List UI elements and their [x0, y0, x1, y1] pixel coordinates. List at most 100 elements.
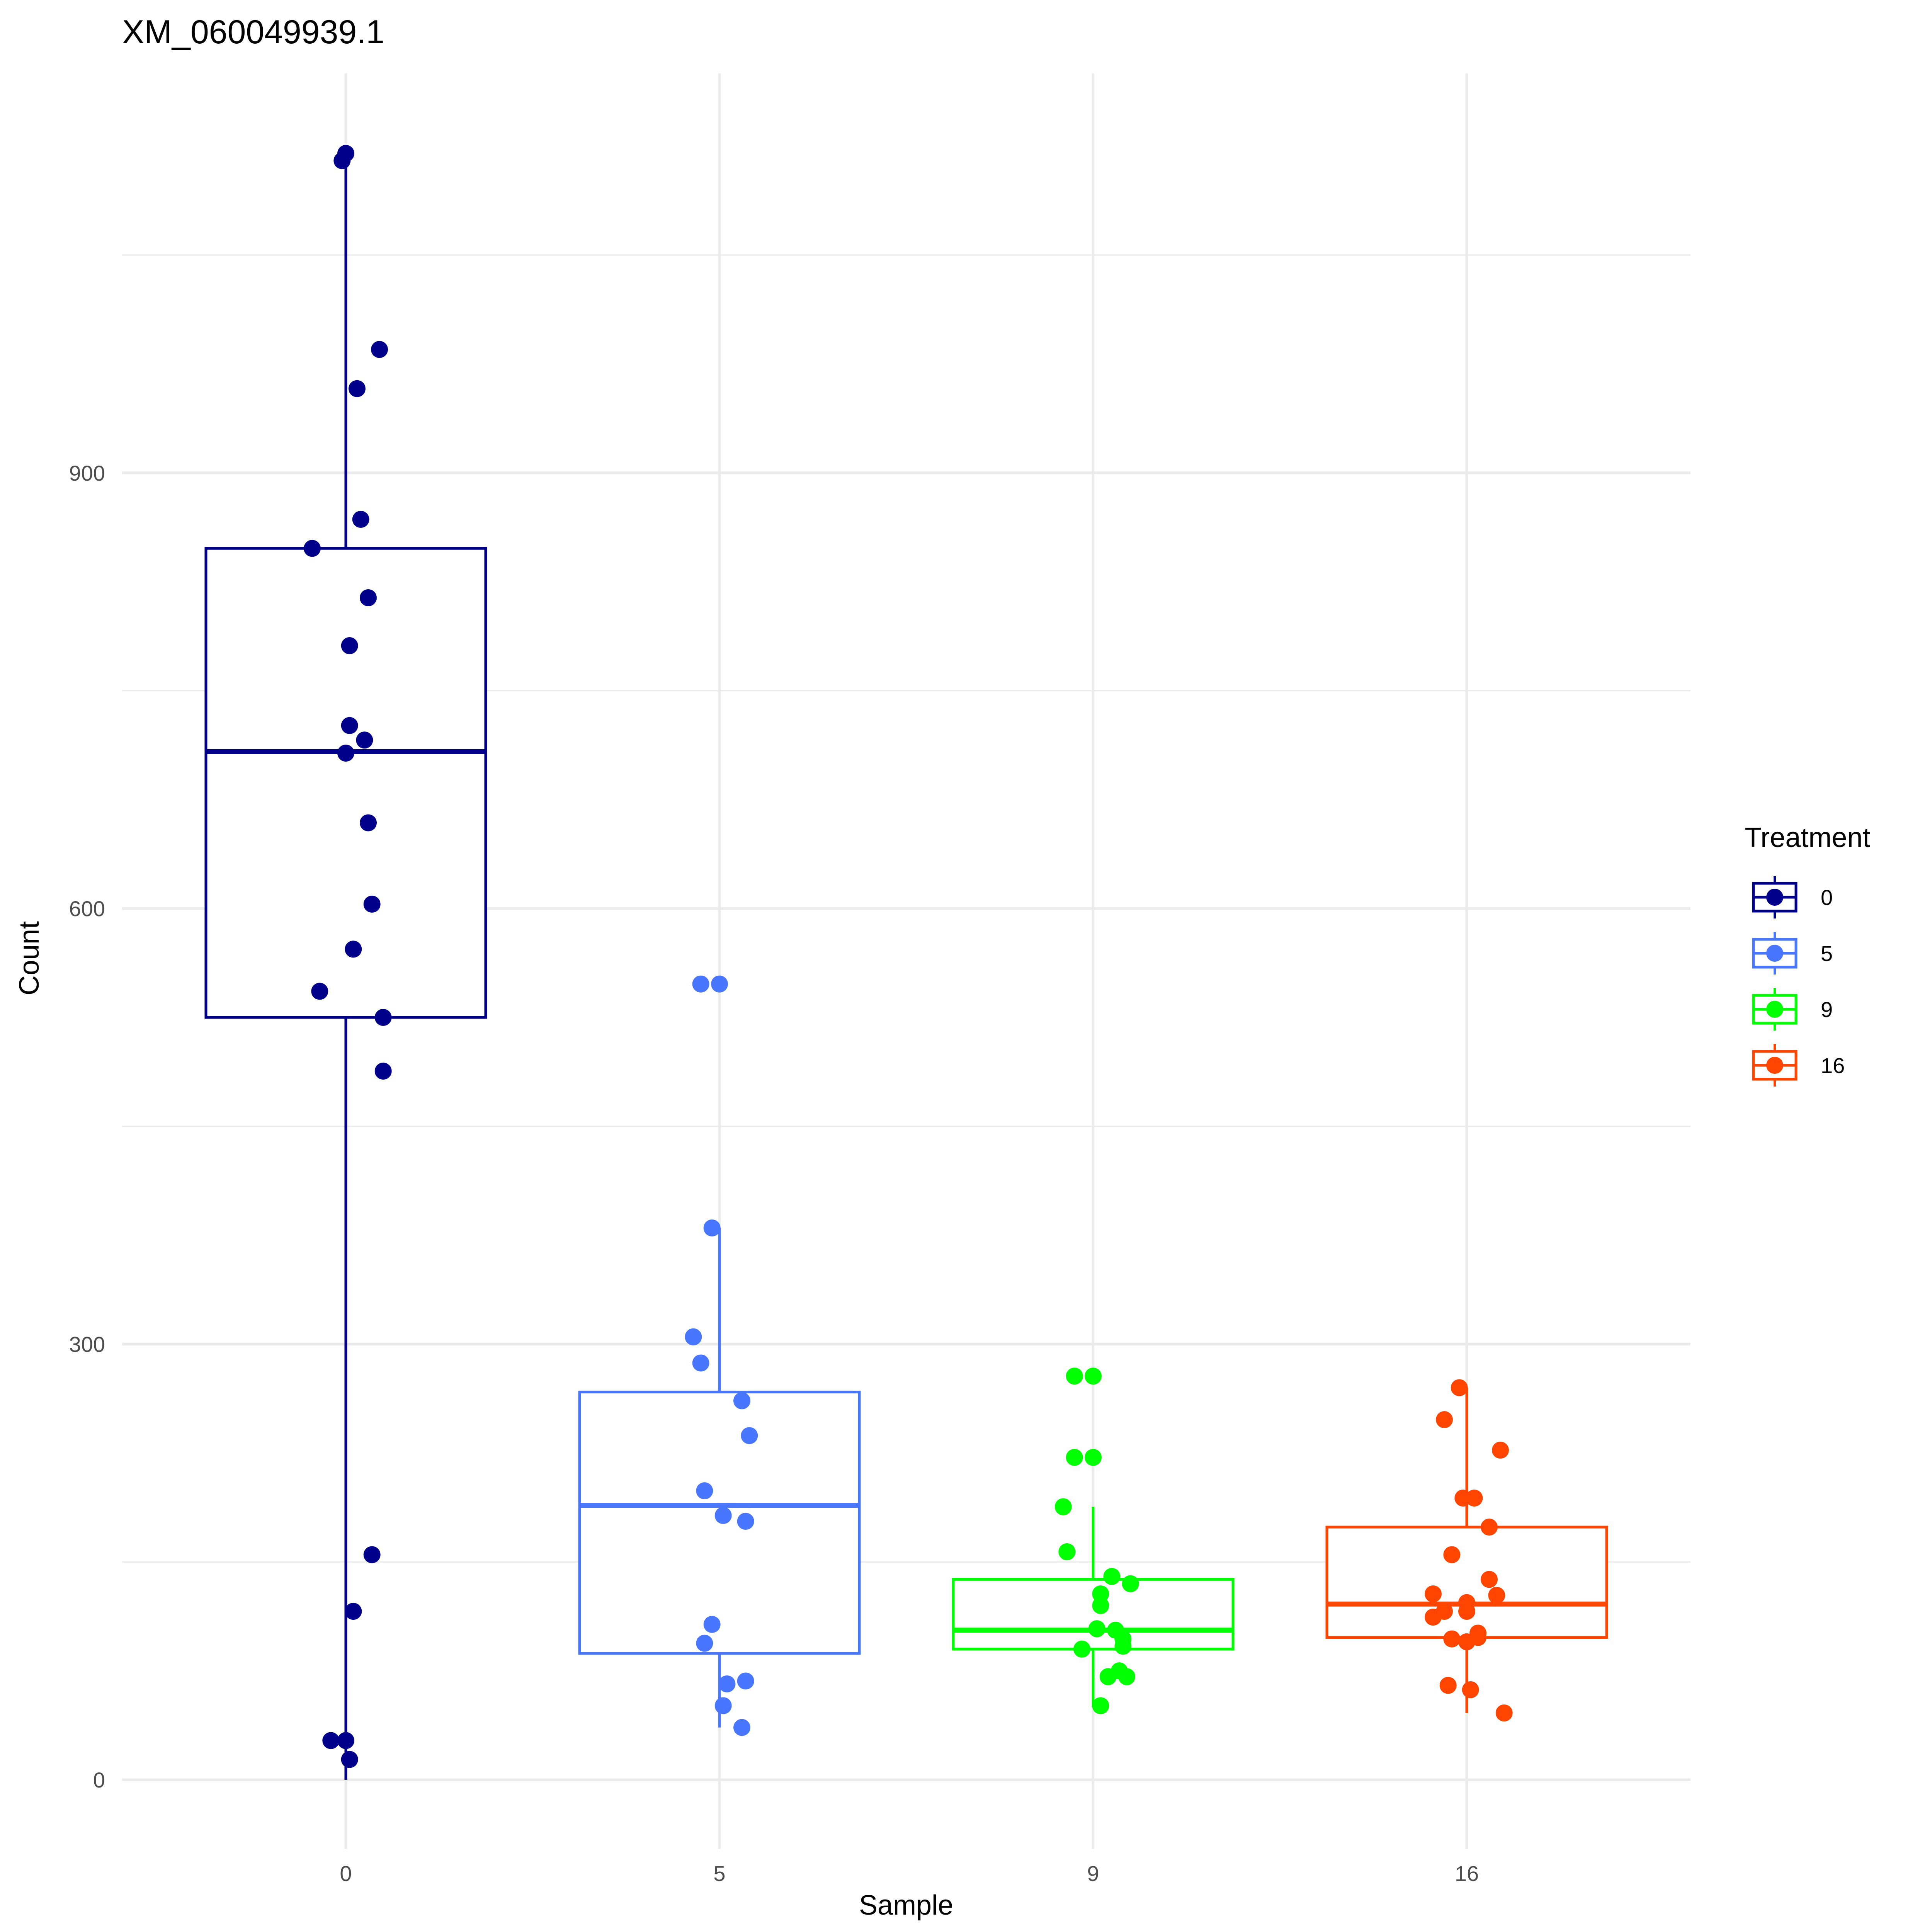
data-point: [352, 511, 369, 528]
data-point: [337, 745, 354, 762]
data-point: [1085, 1367, 1102, 1385]
y-tick-label: 900: [69, 461, 105, 485]
y-tick-label: 0: [93, 1768, 105, 1792]
y-axis-title: Count: [14, 921, 45, 995]
data-point: [1481, 1519, 1498, 1536]
data-point: [1118, 1668, 1136, 1685]
data-point: [1092, 1697, 1109, 1714]
data-point: [360, 814, 377, 832]
data-point: [1114, 1638, 1132, 1655]
data-point: [1088, 1620, 1105, 1638]
data-point: [703, 1219, 721, 1236]
legend-label: 0: [1821, 885, 1833, 910]
data-point: [1122, 1575, 1139, 1592]
legend-key-point: [1766, 1001, 1783, 1018]
y-tick-label: 300: [69, 1332, 105, 1357]
y-axis-tick-labels: 0 300 600 900: [69, 461, 105, 1792]
legend: Treatment 0 5 9 16: [1745, 822, 1870, 1087]
data-point: [703, 1616, 721, 1633]
data-point: [371, 341, 388, 358]
data-point: [341, 1751, 358, 1768]
data-point: [1066, 1367, 1083, 1385]
data-point: [1424, 1609, 1442, 1626]
data-point: [1066, 1449, 1083, 1466]
box-iqr: [204, 547, 487, 1019]
chart-title: XM_060049939.1: [122, 14, 384, 51]
data-point: [696, 1482, 713, 1500]
data-point: [341, 637, 358, 655]
data-point: [345, 1603, 362, 1620]
legend-key-5: 5: [1752, 932, 1833, 975]
legend-key-16: 16: [1752, 1044, 1845, 1087]
data-point: [1466, 1489, 1483, 1507]
box-iqr: [952, 1578, 1235, 1651]
legend-label: 16: [1821, 1053, 1845, 1078]
x-tick-label: 16: [1455, 1861, 1479, 1886]
data-point: [696, 1634, 713, 1652]
legend-key-point: [1766, 889, 1783, 906]
box-group-5: [578, 1228, 861, 1728]
data-point: [322, 1732, 340, 1749]
data-point: [1492, 1441, 1509, 1459]
y-tick-label: 600: [69, 896, 105, 921]
data-point: [737, 1672, 754, 1690]
data-point: [374, 1063, 392, 1080]
data-point: [374, 1009, 392, 1026]
data-point: [1458, 1633, 1475, 1650]
data-point: [692, 975, 709, 993]
data-point: [1058, 1543, 1076, 1560]
legend-label: 9: [1821, 997, 1833, 1022]
box-layer: [204, 160, 1608, 1780]
legend-key-point: [1766, 1057, 1783, 1074]
legend-label: 5: [1821, 941, 1833, 966]
data-point: [363, 1546, 381, 1563]
data-point: [1458, 1603, 1475, 1620]
data-point: [714, 1507, 732, 1524]
data-point: [733, 1719, 751, 1736]
x-tick-label: 0: [340, 1861, 352, 1886]
data-point: [733, 1392, 751, 1410]
data-point: [741, 1427, 758, 1444]
legend-keys: 0 5 9 16: [1752, 876, 1845, 1087]
data-point: [692, 1354, 709, 1372]
data-point: [341, 717, 358, 734]
data-point: [303, 540, 321, 557]
data-point: [1488, 1587, 1505, 1604]
data-point: [311, 983, 328, 1000]
data-point: [337, 145, 354, 162]
box-group-16: [1325, 1388, 1608, 1713]
data-point: [1495, 1704, 1513, 1722]
data-point: [363, 895, 381, 913]
x-tick-label: 9: [1087, 1861, 1099, 1886]
legend-key-point: [1766, 945, 1783, 962]
data-point: [1481, 1571, 1498, 1588]
data-point: [1435, 1411, 1453, 1429]
x-tick-label: 5: [713, 1861, 725, 1886]
data-point: [1085, 1449, 1102, 1466]
data-point: [1451, 1379, 1468, 1396]
data-point: [345, 940, 362, 958]
data-point: [337, 1732, 354, 1749]
data-point: [1462, 1681, 1479, 1699]
data-point: [711, 975, 728, 993]
data-point: [1092, 1597, 1109, 1614]
data-point: [685, 1328, 702, 1345]
data-point: [1092, 1585, 1109, 1602]
data-point: [1424, 1585, 1442, 1602]
box-group-0: [204, 160, 487, 1780]
data-point: [1103, 1568, 1121, 1585]
legend-title: Treatment: [1745, 822, 1870, 853]
jitter-points-layer: [303, 145, 1513, 1768]
data-point: [1439, 1677, 1457, 1694]
data-point: [718, 1675, 736, 1692]
x-axis-title: Sample: [859, 1890, 953, 1921]
legend-key-0: 0: [1752, 876, 1833, 918]
data-point: [349, 380, 366, 397]
data-point: [1443, 1630, 1461, 1648]
box-iqr: [1325, 1526, 1608, 1639]
data-point: [737, 1513, 754, 1530]
data-point: [1099, 1668, 1117, 1685]
data-point: [1443, 1546, 1461, 1563]
x-axis-tick-labels: 0 5 9 16: [340, 1861, 1479, 1886]
